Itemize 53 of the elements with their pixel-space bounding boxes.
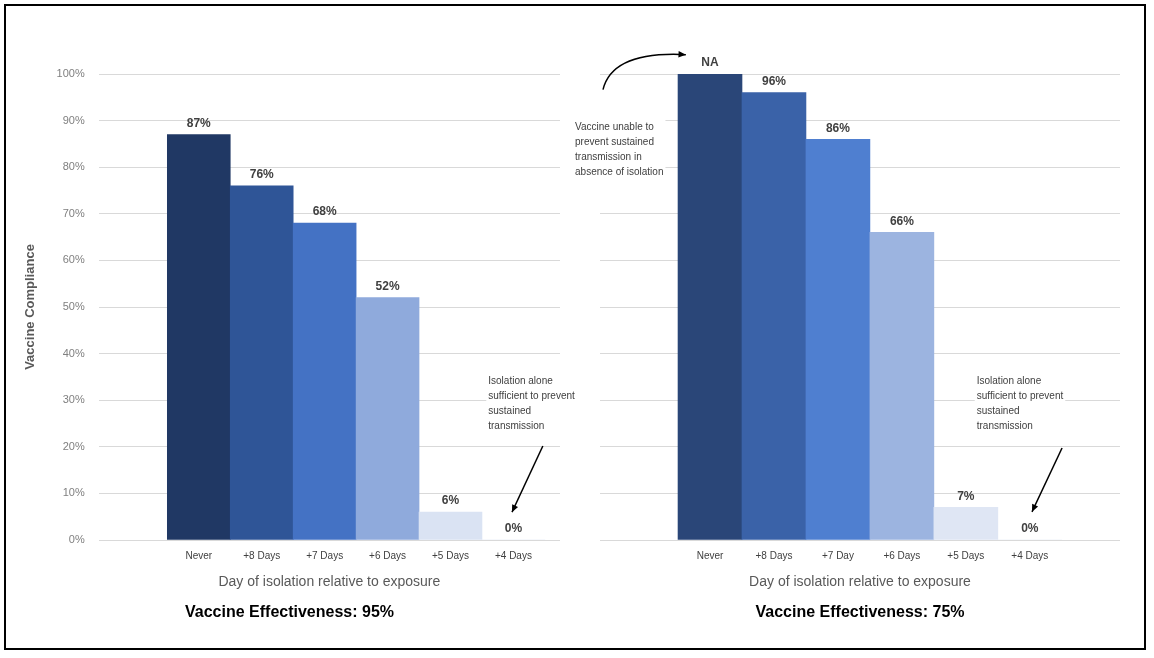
y-tick-label: 40% <box>62 346 85 359</box>
bar <box>292 222 357 540</box>
bar <box>229 185 294 540</box>
y-tick-label: 70% <box>62 206 85 219</box>
data-label: 68% <box>312 204 337 219</box>
bar <box>741 92 807 540</box>
y-tick-label: 80% <box>62 160 85 173</box>
y-tick-label: 10% <box>62 486 85 499</box>
y-axis-title: Vaccine Compliance <box>22 244 38 370</box>
y-tick-label: 100% <box>56 67 85 80</box>
data-label: 87% <box>186 115 212 130</box>
data-label: NA <box>701 55 720 70</box>
x-tick-label: +8 Days <box>755 549 793 561</box>
data-label: 0% <box>1021 521 1039 536</box>
data-label: 52% <box>375 278 400 293</box>
data-label: 0% <box>504 521 523 536</box>
x-tick-label: +4 Days <box>494 549 532 561</box>
x-tick-label: +7 Days <box>306 549 344 561</box>
bar <box>805 138 871 540</box>
x-tick-label: +5 Days <box>947 549 985 561</box>
y-tick-label: 90% <box>62 113 85 126</box>
data-label: 7% <box>957 488 975 503</box>
x-axis-title: Day of isolation relative to exposure <box>749 573 972 590</box>
annotation: Isolation alone sufficient to prevent sustained transmission <box>976 374 1064 431</box>
y-tick-label: 0% <box>68 533 85 546</box>
bar <box>167 134 231 540</box>
y-tick-label: 50% <box>62 300 85 313</box>
x-axis-title: Day of isolation relative to exposure <box>218 573 441 590</box>
bar <box>933 507 999 540</box>
bar <box>677 74 743 540</box>
text: Vaccine Effectiveness: 75% <box>755 602 965 620</box>
text: Vaccine Effectiveness: 95% <box>184 602 395 620</box>
x-tick-label: Never <box>185 549 213 561</box>
x-tick-label: +6 Days <box>369 549 407 561</box>
bar <box>869 232 935 540</box>
bar <box>418 511 483 540</box>
y-tick-label: 20% <box>62 439 85 452</box>
x-tick-label: +8 Days <box>243 549 281 561</box>
data-label: 86% <box>825 120 851 135</box>
annotation: Isolation alone sufficient to prevent sustained transmission <box>488 374 576 431</box>
x-tick-label: +7 Day <box>821 549 854 561</box>
data-label: 6% <box>441 493 460 508</box>
text: Vaccine unable to prevent sustained transmission in absence of isolation <box>575 120 664 177</box>
data-label: 96% <box>761 73 787 88</box>
y-tick-label: 60% <box>62 253 85 266</box>
y-tick-label: 30% <box>62 393 85 406</box>
x-tick-label: +6 Days <box>883 549 921 561</box>
data-label: 66% <box>889 213 915 228</box>
x-tick-label: +4 Days <box>1011 549 1049 561</box>
bar <box>355 297 420 540</box>
data-label: 76% <box>249 167 275 182</box>
x-tick-label: Never <box>696 549 725 561</box>
x-tick-label: +5 Days <box>432 549 469 561</box>
